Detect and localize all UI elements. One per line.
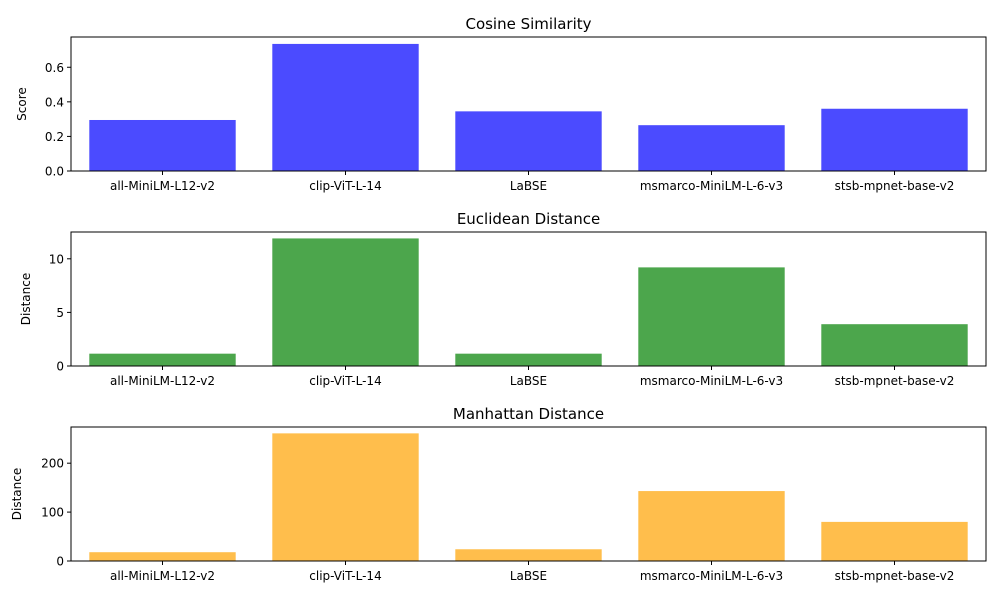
- chart-title: Manhattan Distance: [453, 405, 604, 423]
- x-tick-label: msmarco-MiniLM-L-6-v3: [640, 179, 783, 193]
- y-tick-label: 0.6: [45, 61, 64, 75]
- x-tick-label: stsb-mpnet-base-v2: [835, 569, 955, 583]
- chart-panel-3: Manhattan Distance all-MiniLM-L12-v2 clip-…: [10, 405, 987, 583]
- bar-stsb-mpnet-base-v2: [821, 521, 968, 561]
- bar-all-minilm-l12-v2: [89, 119, 236, 171]
- y-tick-label: 0.2: [45, 130, 64, 144]
- x-tick-label: msmarco-MiniLM-L-6-v3: [640, 374, 783, 388]
- chart-panel-2: Euclidean Distance all-MiniLM-L12-v2 clip-…: [19, 210, 987, 388]
- bar-all-minilm-l12-v2: [89, 552, 236, 561]
- chart-title: Euclidean Distance: [457, 210, 600, 228]
- x-tick-label: all-MiniLM-L12-v2: [110, 179, 215, 193]
- bar-labse: [455, 353, 602, 366]
- x-tick-label: stsb-mpnet-base-v2: [835, 374, 955, 388]
- x-tick-label: msmarco-MiniLM-L-6-v3: [640, 569, 783, 583]
- y-tick-label: 0: [56, 555, 64, 569]
- x-tick-label: clip-ViT-L-14: [309, 569, 381, 583]
- bar-labse: [455, 549, 602, 561]
- y-tick-label: 10: [49, 252, 64, 266]
- chart-title: Cosine Similarity: [465, 15, 591, 33]
- bar-msmarco-minilm-l-6-v3: [638, 125, 785, 171]
- y-tick-label: 0: [56, 360, 64, 374]
- bar-msmarco-minilm-l-6-v3: [638, 491, 785, 561]
- y-tick-label: 200: [41, 457, 64, 471]
- y-axis-label: Distance: [10, 468, 24, 520]
- x-tick-label: stsb-mpnet-base-v2: [835, 179, 955, 193]
- y-axis-label: Score: [15, 87, 29, 121]
- bar-stsb-mpnet-base-v2: [821, 324, 968, 366]
- bar-stsb-mpnet-base-v2: [821, 108, 968, 171]
- bar-clip-vit-l-14: [272, 43, 419, 171]
- bar-labse: [455, 111, 602, 171]
- x-tick-label: clip-ViT-L-14: [309, 374, 381, 388]
- y-tick-label: 100: [41, 506, 64, 520]
- bar-msmarco-minilm-l-6-v3: [638, 267, 785, 366]
- x-tick-label: LaBSE: [510, 569, 547, 583]
- y-axis-label: Distance: [19, 273, 33, 325]
- x-tick-label: LaBSE: [510, 179, 547, 193]
- bar-clip-vit-l-14: [272, 238, 419, 366]
- x-tick-label: clip-ViT-L-14: [309, 179, 381, 193]
- x-tick-label: all-MiniLM-L12-v2: [110, 569, 215, 583]
- y-tick-label: 0.4: [45, 95, 64, 109]
- y-tick-label: 5: [56, 306, 64, 320]
- bar-all-minilm-l12-v2: [89, 353, 236, 366]
- chart-panel-1: Cosine Similarity all-MiniLM-L12-v2 clip-V…: [15, 15, 987, 193]
- x-tick-label: all-MiniLM-L12-v2: [110, 374, 215, 388]
- bar-clip-vit-l-14: [272, 433, 419, 561]
- x-tick-label: LaBSE: [510, 374, 547, 388]
- y-tick-label: 0.0: [45, 165, 64, 179]
